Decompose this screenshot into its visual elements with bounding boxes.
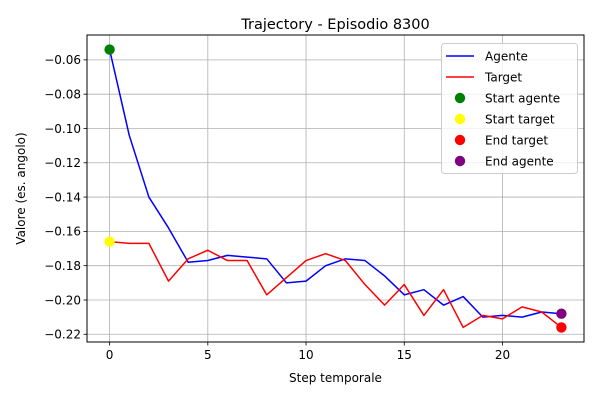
chart-title: Trajectory - Episodio 8300 xyxy=(240,17,429,33)
legend-swatch-start-target xyxy=(454,113,466,125)
y-tick-label: −0.08 xyxy=(44,87,81,101)
legend-label-end-agente: End agente xyxy=(485,154,554,168)
x-tick-label: 0 xyxy=(106,348,114,362)
marker-start-agente xyxy=(104,44,115,55)
y-tick-label: −0.16 xyxy=(44,225,81,239)
x-tick-label: 20 xyxy=(495,348,510,362)
y-axis-ticks: −0.22 −0.20 −0.18 −0.16 −0.14 −0.12 −0.10 −0.08… xyxy=(44,53,87,342)
x-tick-label: 10 xyxy=(298,348,313,362)
y-tick-label: −0.14 xyxy=(44,190,81,204)
legend: Agente Target Start agente Start target End … xyxy=(441,43,578,174)
y-axis-label: Valore (es. angolo) xyxy=(14,132,28,244)
marker-start-target xyxy=(104,236,115,247)
marker-end-target xyxy=(556,322,567,333)
x-tick-label: 5 xyxy=(204,348,212,362)
y-tick-label: −0.12 xyxy=(44,156,81,170)
legend-swatch-start-agente xyxy=(454,92,466,104)
series-line-target xyxy=(109,240,562,329)
plot-frame xyxy=(86,34,585,343)
marker-layer xyxy=(104,44,567,333)
y-tick-label: −0.18 xyxy=(44,259,81,273)
legend-box xyxy=(441,43,578,174)
y-tick-label: −0.10 xyxy=(44,122,81,136)
x-axis-ticks: 0 5 10 15 20 xyxy=(106,342,510,362)
legend-label-target: Target xyxy=(484,70,522,84)
legend-swatch-end-agente xyxy=(454,155,466,167)
y-tick-label: −0.20 xyxy=(44,293,81,307)
legend-swatch-end-target xyxy=(454,134,466,146)
legend-label-agente: Agente xyxy=(485,49,528,63)
y-tick-label: −0.22 xyxy=(44,328,81,342)
x-tick-label: 15 xyxy=(397,348,412,362)
legend-label-start-target: Start target xyxy=(485,112,555,126)
legend-label-start-agente: Start agente xyxy=(485,91,560,105)
x-axis-label: Step temporale xyxy=(289,371,382,385)
y-tick-label: −0.06 xyxy=(44,53,81,67)
series-layer xyxy=(108,49,562,329)
legend-label-end-target: End target xyxy=(485,133,548,147)
series-line-agente xyxy=(108,49,562,318)
marker-end-agente xyxy=(556,308,567,319)
